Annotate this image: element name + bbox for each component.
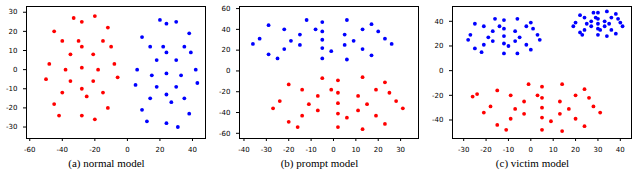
svg-text:30: 30 <box>9 8 18 16</box>
svg-text:-40: -40 <box>238 146 249 154</box>
svg-text:20: 20 <box>374 146 383 154</box>
html-text:(a) normal model: (a) normal model <box>68 157 145 169</box>
svg-text:0: 0 <box>125 146 129 154</box>
svg-text:60: 60 <box>222 5 231 13</box>
svg-text:0: 0 <box>226 67 230 75</box>
svg-text:40: 40 <box>188 146 197 154</box>
html-text:(c) victim model: (c) victim model <box>495 157 570 169</box>
svg-text:-30: -30 <box>6 123 17 131</box>
svg-text:-30: -30 <box>261 146 272 154</box>
svg-text:-10: -10 <box>503 146 514 154</box>
svg-text:0: 0 <box>529 146 533 154</box>
svg-text:40: 40 <box>616 146 625 154</box>
svg-text:10: 10 <box>351 146 360 154</box>
svg-text:40: 40 <box>435 18 444 26</box>
svg-text:20: 20 <box>435 42 444 50</box>
svg-text:-20: -20 <box>89 146 100 154</box>
svg-text:-10: -10 <box>305 146 316 154</box>
html-text:(b) prompt model: (b) prompt model <box>280 157 359 169</box>
svg-text:0: 0 <box>439 67 443 75</box>
svg-text:10: 10 <box>9 47 18 55</box>
svg-text:20: 20 <box>9 28 18 36</box>
svg-text:-20: -20 <box>6 104 17 112</box>
svg-text:20: 20 <box>571 146 580 154</box>
svg-text:-40: -40 <box>57 146 68 154</box>
svg-text:30: 30 <box>593 146 602 154</box>
svg-text:-40: -40 <box>219 109 230 117</box>
svg-text:0: 0 <box>331 146 335 154</box>
svg-text:-60: -60 <box>24 146 35 154</box>
svg-text:-30: -30 <box>458 146 469 154</box>
svg-text:20: 20 <box>155 146 164 154</box>
svg-text:-20: -20 <box>480 146 491 154</box>
svg-text:40: 40 <box>222 26 231 34</box>
svg-text:-20: -20 <box>432 92 443 100</box>
svg-text:0: 0 <box>13 66 17 74</box>
svg-text:10: 10 <box>549 146 558 154</box>
svg-text:30: 30 <box>396 146 405 154</box>
svg-text:-20: -20 <box>283 146 294 154</box>
svg-text:-20: -20 <box>219 88 230 96</box>
svg-text:-10: -10 <box>6 85 17 93</box>
svg-text:20: 20 <box>222 46 231 54</box>
svg-text:-40: -40 <box>432 116 443 124</box>
svg-text:-60: -60 <box>219 130 230 138</box>
